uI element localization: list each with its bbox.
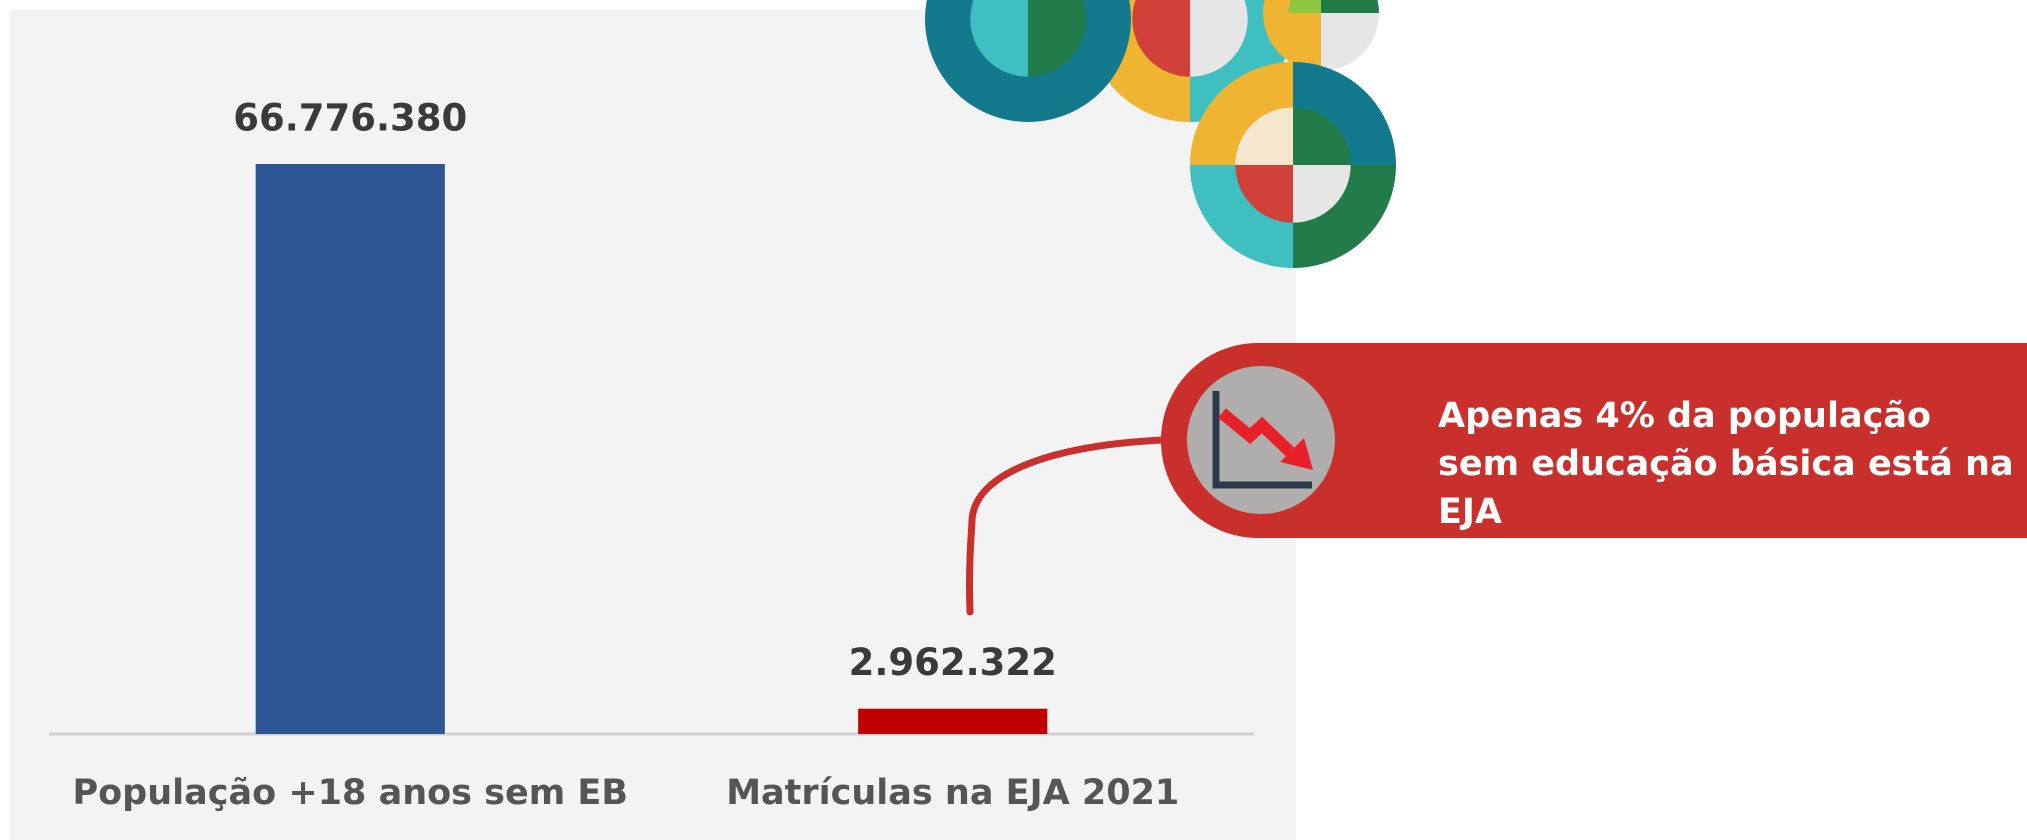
icon-circle	[1187, 366, 1335, 514]
x-tick-label: População +18 anos sem EB	[72, 773, 628, 813]
x-tick-label: Matrículas na EJA 2021	[726, 773, 1179, 813]
decoration-quadrant	[1190, 0, 1248, 19]
decoration-quadrant	[1132, 0, 1190, 19]
decoration-quadrant	[1321, 0, 1353, 13]
value-label: 66.776.380	[233, 97, 467, 140]
page: 66.776.380 População +18 anos sem EB 2.962…	[0, 0, 2027, 840]
bar	[256, 164, 445, 734]
decoration-quadrant	[970, 0, 1028, 19]
bar	[858, 709, 1047, 734]
decoration-quadrant	[1289, 0, 1321, 13]
decoration-quadrant	[1028, 0, 1086, 19]
value-label: 2.962.322	[849, 641, 1057, 684]
chart-panel	[10, 10, 1296, 840]
callout-text: Apenas 4% da população sem educação bási…	[1438, 392, 2018, 536]
